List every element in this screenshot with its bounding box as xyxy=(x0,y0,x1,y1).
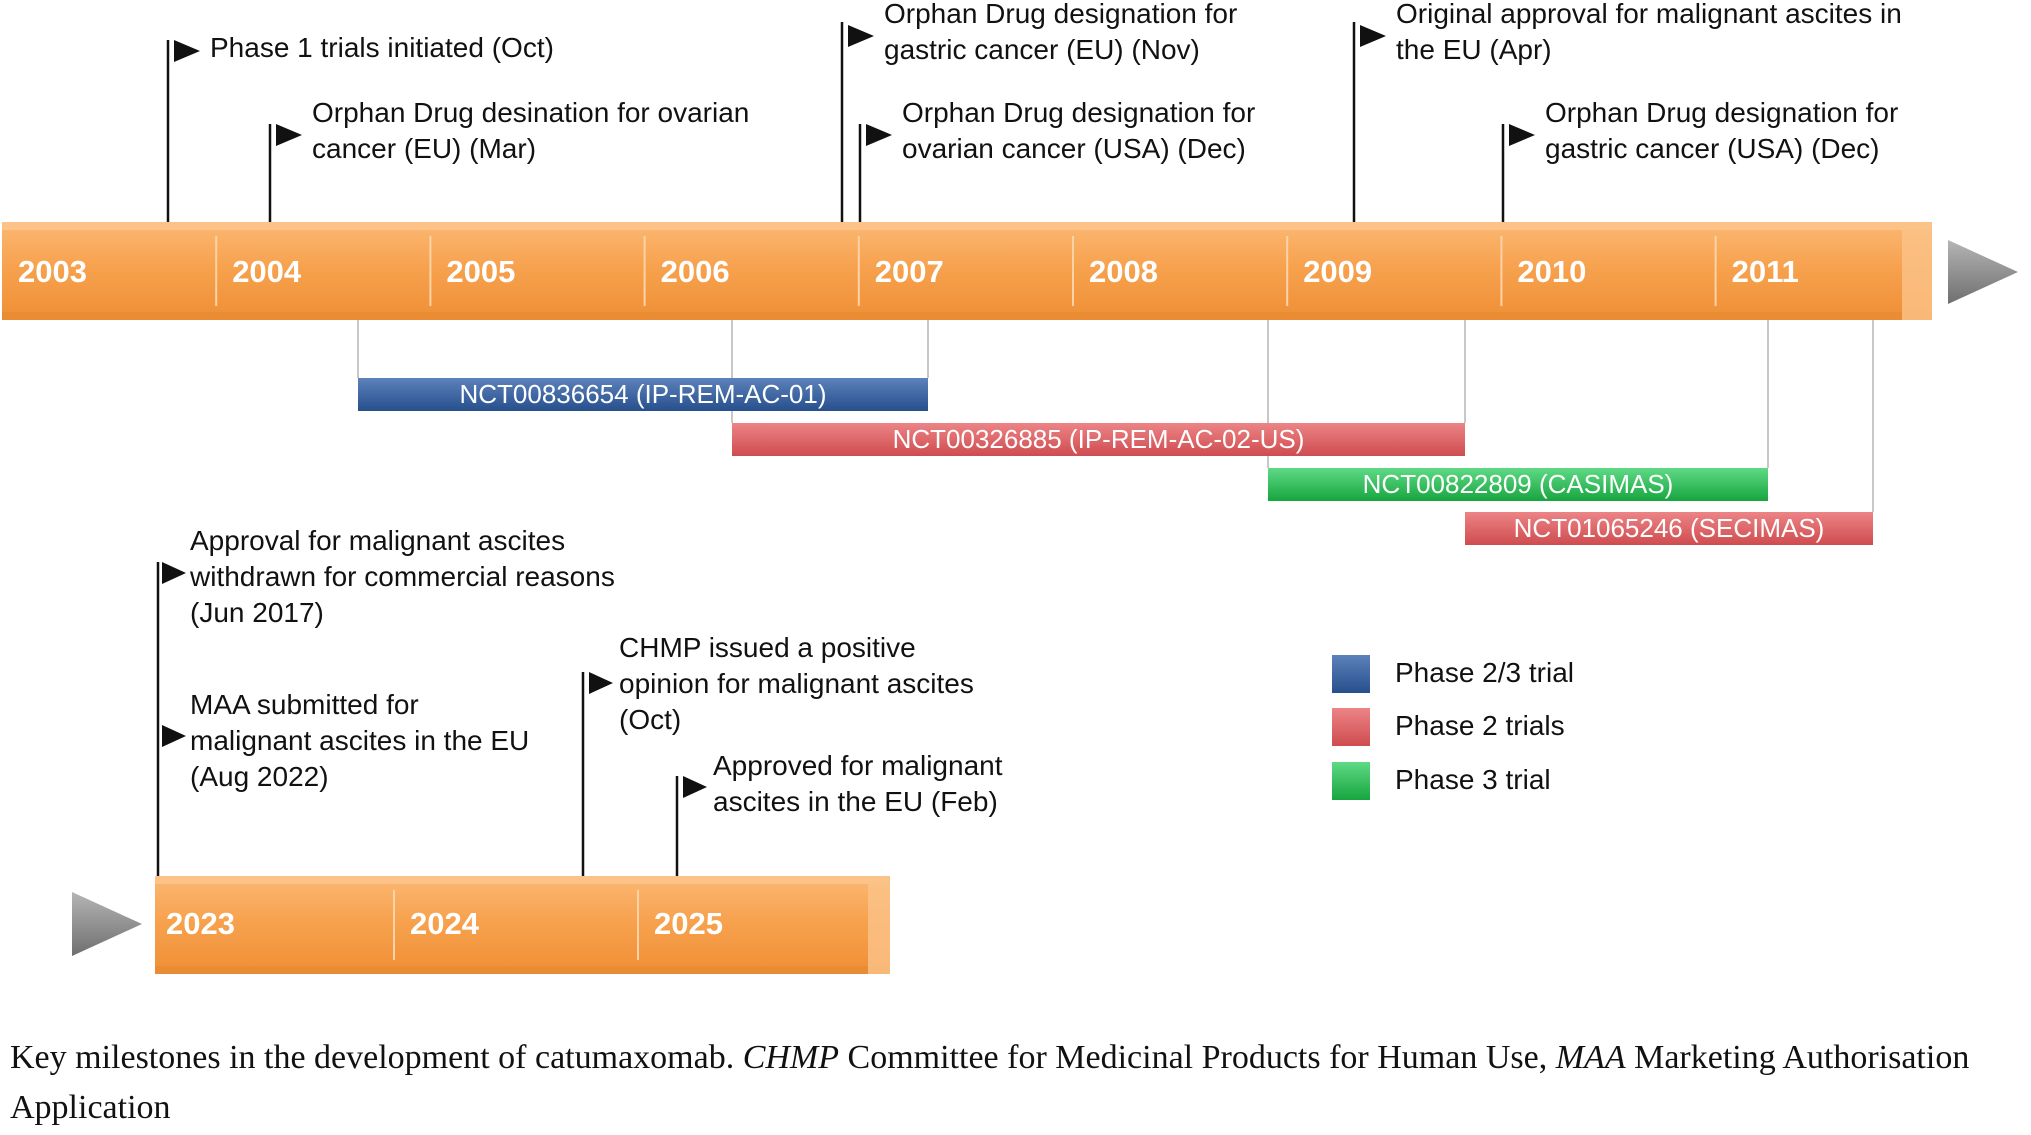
legend-label-phase-3: Phase 3 trial xyxy=(1395,764,1551,795)
milestone-approved-eu-marker xyxy=(675,776,707,876)
lower-timeline-arrowhead-icon xyxy=(72,892,142,956)
trial-bar-nct00326885 xyxy=(732,423,1465,456)
milestone-odd-ovarian-eu-text: Orphan Drug desination for ovarian cance… xyxy=(312,97,750,164)
milestone-phase1-trials-marker xyxy=(166,40,200,222)
trial-label-nct00836654: NCT00836654 (IP-REM-AC-01) xyxy=(459,379,827,409)
trial-bar-nct00836654 xyxy=(358,378,928,411)
caption-def-chmp: Committee for Medicinal Products for Hum… xyxy=(839,1039,1556,1076)
milestone-approval-withdrawn-marker xyxy=(156,562,186,876)
flag-icon xyxy=(683,776,707,798)
year-label-2003: 2003 xyxy=(18,254,87,289)
milestone-odd-gastric-eu-marker xyxy=(840,22,874,222)
milestone-original-approval-eu-text: Original approval for malignant ascites … xyxy=(1396,0,1902,65)
milestone-odd-gastric-usa-marker xyxy=(1501,124,1535,222)
year-label-2025: 2025 xyxy=(654,906,723,941)
milestone-phase1-trials-text: Phase 1 trials initiated (Oct) xyxy=(210,32,554,63)
milestone-approved-eu-text: Approved for malignant ascites in the EU… xyxy=(713,750,1003,817)
trial-bar-nct00822809 xyxy=(1268,468,1768,501)
milestone-odd-ovarian-eu-marker xyxy=(268,124,302,222)
year-label-2005: 2005 xyxy=(446,254,516,289)
milestone-chmp-positive-opinion-text: CHMP issued a positive opinion for malig… xyxy=(619,632,974,735)
year-label-2008: 2008 xyxy=(1089,254,1158,289)
milestone-odd-ovarian-usa-text: Orphan Drug designation for ovarian canc… xyxy=(902,97,1256,164)
milestone-maa-submitted-text: MAA submitted for malignant ascites in t… xyxy=(190,689,530,792)
upper-timeline-arrowhead-icon xyxy=(1948,240,2018,304)
caption-abbr-maa: MAA xyxy=(1555,1039,1626,1076)
year-label-2004: 2004 xyxy=(232,254,302,289)
figure-caption: Key milestones in the development of cat… xyxy=(10,1033,2031,1133)
legend-swatch-phase-3 xyxy=(1332,762,1370,800)
legend-swatch-phase-2 xyxy=(1332,708,1370,746)
trial-bar-nct01065246 xyxy=(1465,512,1873,545)
legend-label-phase-2-3: Phase 2/3 trial xyxy=(1395,657,1574,688)
flag-icon xyxy=(162,725,186,747)
year-label-2006: 2006 xyxy=(660,254,730,289)
flag-icon xyxy=(848,25,874,47)
trial-label-nct01065246: NCT01065246 (SECIMAS) xyxy=(1513,513,1825,543)
year-label-2024: 2024 xyxy=(410,906,479,941)
caption-intro: Key milestones in the development of cat… xyxy=(10,1039,743,1076)
flag-icon xyxy=(162,562,186,584)
year-label-2011: 2011 xyxy=(1731,254,1799,289)
milestone-original-approval-eu-marker xyxy=(1352,22,1386,222)
flag-icon xyxy=(866,124,892,146)
upper-timeline-bar xyxy=(2,222,1932,320)
flag-icon xyxy=(174,40,200,62)
lower-timeline-bar xyxy=(155,876,890,974)
milestone-odd-ovarian-usa-marker xyxy=(858,124,892,222)
year-label-2009: 2009 xyxy=(1303,254,1373,289)
milestone-odd-gastric-usa-text: Orphan Drug designation for gastric canc… xyxy=(1545,97,1899,164)
flag-icon xyxy=(589,672,613,694)
year-label-2023: 2023 xyxy=(166,906,235,941)
flag-icon xyxy=(1360,25,1386,47)
year-label-2007: 2007 xyxy=(874,254,944,289)
caption-abbr-chmp: CHMP xyxy=(742,1039,840,1076)
caption-def-maa: Marketing Authorisation Application xyxy=(10,1039,1976,1126)
upper-year-dividers xyxy=(215,236,1717,306)
year-label-2010: 2010 xyxy=(1517,254,1587,289)
legend-swatch-phase-2-3 xyxy=(1332,655,1370,693)
legend-label-phase-2: Phase 2 trials xyxy=(1395,710,1565,741)
flag-icon xyxy=(276,124,302,146)
milestone-odd-gastric-eu-text: Orphan Drug designation for gastric canc… xyxy=(884,0,1238,65)
milestone-approval-withdrawn-text: Approval for malignant ascites withdrawn… xyxy=(190,525,615,628)
lower-year-dividers xyxy=(393,890,639,960)
trial-label-nct00326885: NCT00326885 (IP-REM-AC-02-US) xyxy=(892,424,1305,454)
flag-icon xyxy=(1509,124,1535,146)
trial-label-nct00822809: NCT00822809 (CASIMAS) xyxy=(1362,469,1674,499)
milestone-chmp-positive-opinion-marker xyxy=(581,672,613,876)
